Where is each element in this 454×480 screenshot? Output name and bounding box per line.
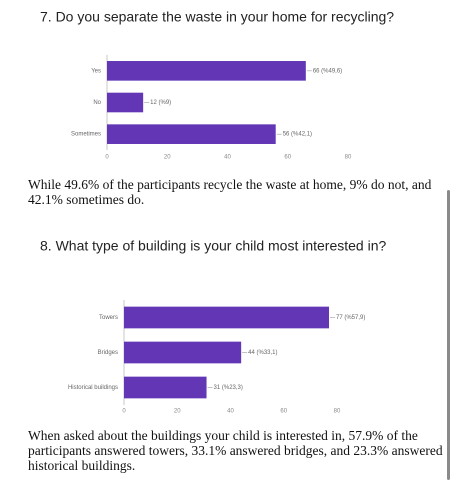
paragraph: While 49.6% of the participants recycle … (28, 177, 432, 207)
paragraph: When asked about the buildings your chil… (28, 428, 443, 473)
category-label: Historical buildings (68, 385, 118, 391)
bar (124, 341, 242, 364)
x-tick-label: 40 (227, 409, 234, 415)
x-tick-label: 0 (122, 409, 126, 415)
x-tick-label: 20 (164, 155, 171, 161)
value-label: 56 (%42,1) (283, 132, 312, 138)
value-label: 31 (%23,3) (214, 385, 243, 391)
chart-title: 8. What type of building is your child m… (40, 238, 387, 254)
bar (107, 92, 144, 113)
category-label: Sometimes (71, 132, 101, 138)
x-tick-label: 60 (284, 155, 291, 161)
x-tick-label: 60 (280, 409, 287, 415)
chart-title: 7. Do you separate the waste in your hom… (40, 9, 394, 25)
category-label: Bridges (98, 350, 118, 356)
x-tick-label: 20 (174, 409, 181, 415)
value-label: 44 (%33,1) (248, 350, 277, 356)
bar (124, 306, 330, 329)
category-label: No (93, 100, 101, 106)
value-label: 66 (%49,6) (313, 68, 342, 74)
x-tick-label: 80 (345, 155, 352, 161)
bar (107, 124, 276, 144)
category-label: Yes (91, 68, 101, 74)
x-tick-label: 0 (105, 155, 109, 161)
scrollbar (447, 190, 450, 480)
x-tick-label: 40 (224, 155, 231, 161)
bar (107, 61, 306, 81)
x-tick-label: 80 (334, 409, 341, 415)
value-label: 77 (%57,9) (336, 315, 365, 321)
category-label: Towers (99, 315, 118, 321)
bar (124, 376, 207, 399)
value-label: 12 (%9) (150, 100, 171, 106)
